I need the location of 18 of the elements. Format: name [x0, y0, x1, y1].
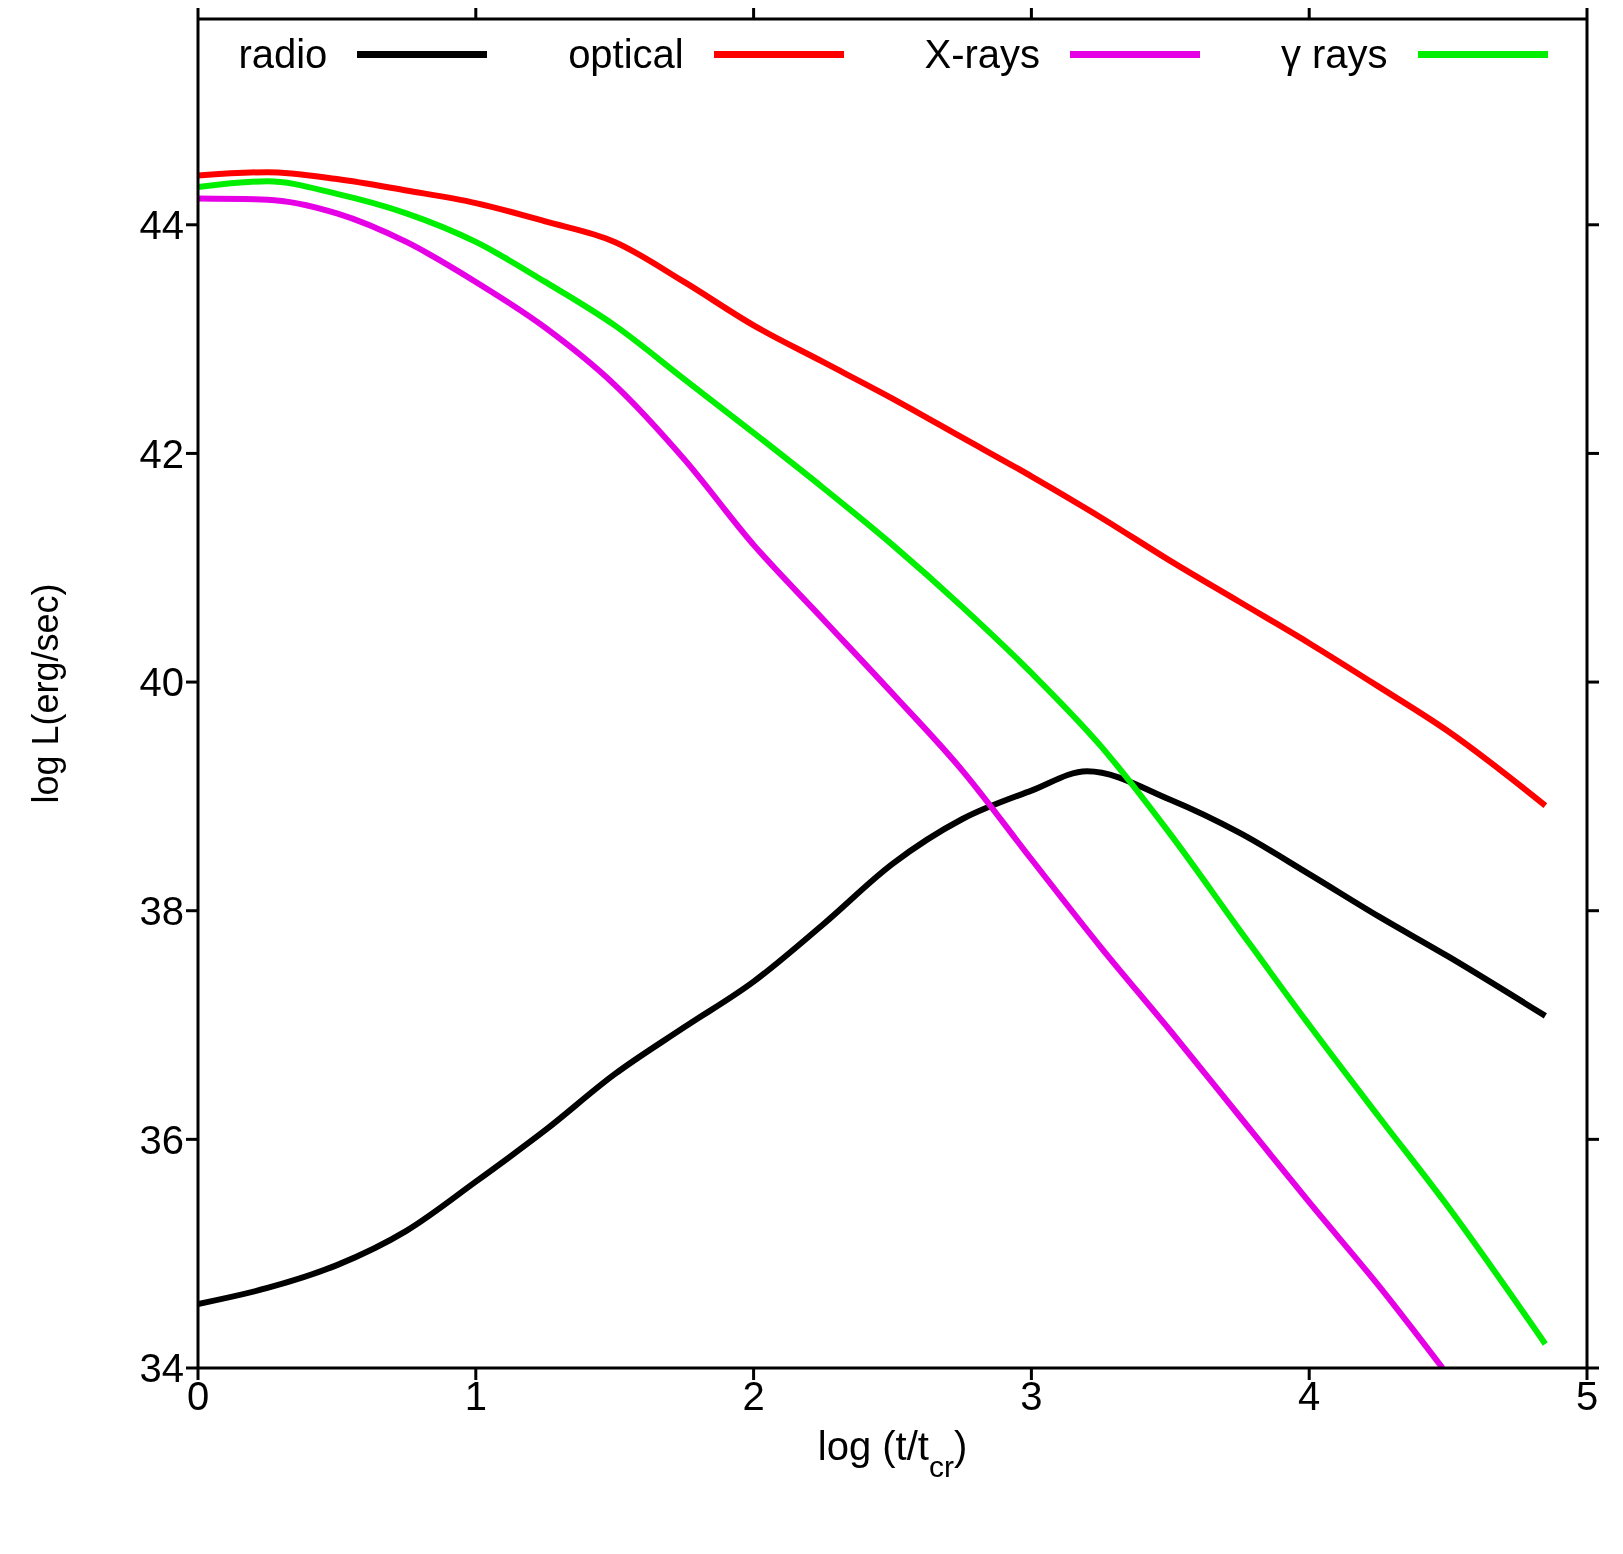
x-axis-title: log (t/t$_{cr}$) — [817, 1424, 968, 1483]
x-tick-label: 2 — [742, 1374, 765, 1419]
y-tick-label: 34 — [139, 1346, 184, 1391]
x-tick-label: 3 — [1020, 1374, 1043, 1419]
legend-label: radio — [238, 32, 328, 77]
x-tick-label: 5 — [1575, 1374, 1599, 1419]
y-tick-label: 40 — [139, 660, 184, 705]
y-tick-label: 44 — [139, 202, 184, 247]
x-tick-label: 4 — [1298, 1374, 1321, 1419]
legend-label: γ rays — [1280, 32, 1388, 77]
y-tick-label: 42 — [139, 431, 184, 476]
y-axis-title: log L(erg/sec) — [25, 583, 66, 804]
legend-label: X-rays — [924, 32, 1041, 77]
x-tick-label: 1 — [464, 1374, 487, 1419]
legend-label: optical — [568, 32, 684, 77]
x-tick-label: 0 — [186, 1374, 210, 1419]
y-tick-label: 36 — [139, 1117, 184, 1162]
y-tick-label: 38 — [139, 888, 184, 933]
